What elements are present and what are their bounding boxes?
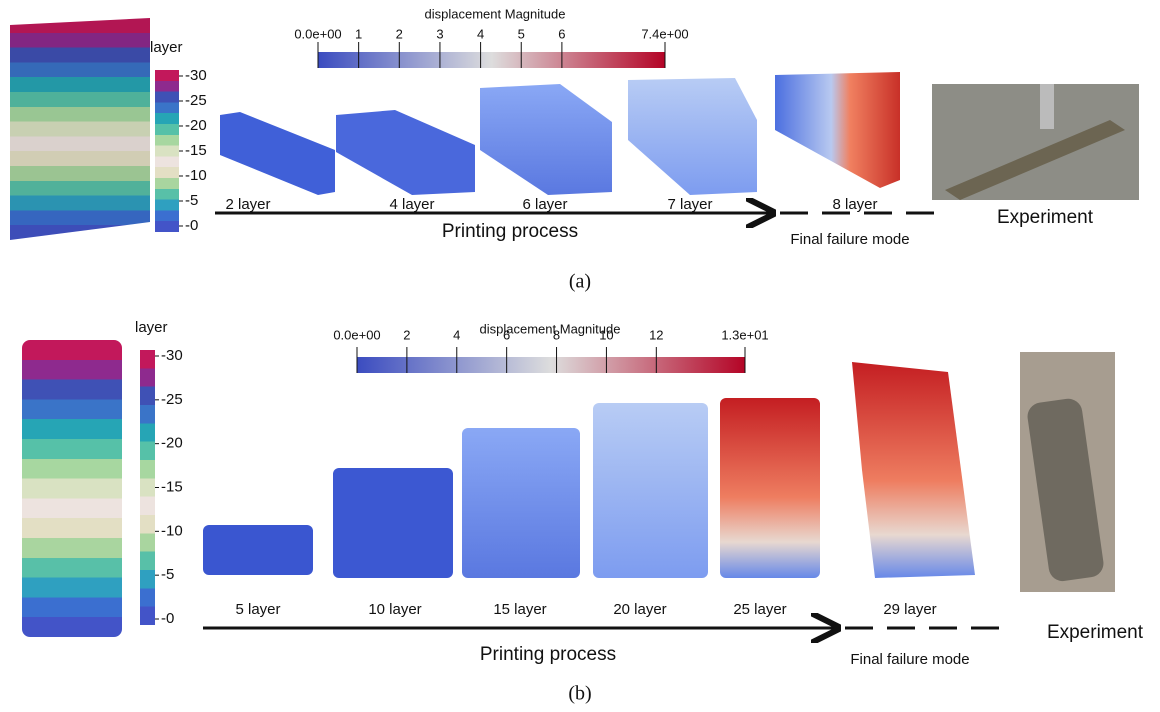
figure: layer-30-25-20-15-10-5-0displacement Mag…: [0, 0, 1160, 712]
failure-label: Final failure mode: [850, 651, 969, 668]
displacement-tick-label: 2: [396, 26, 403, 41]
specimen: [336, 110, 475, 195]
layer-tick-label: -5: [185, 192, 198, 209]
stage-label: 29 layer: [883, 601, 936, 618]
displacement-tick-label: 4: [477, 26, 484, 41]
process-label: Printing process: [442, 221, 578, 242]
layered-column: [22, 340, 122, 637]
layer-tick-label: -15: [185, 142, 207, 159]
layer-tick-label: -0: [185, 217, 198, 234]
layer-colorbar: [155, 70, 179, 232]
layer-tick-label: -15: [161, 478, 183, 495]
displacement-colorbar: [318, 52, 665, 68]
layer-tick-label: -0: [161, 610, 174, 627]
experiment-label: Experiment: [997, 207, 1094, 228]
specimen: [480, 84, 612, 195]
experiment-label: Experiment: [1047, 622, 1144, 643]
layer-tick-label: -10: [161, 522, 183, 539]
stage-label: 15 layer: [493, 601, 546, 618]
displacement-tick-label: 6: [558, 26, 565, 41]
specimen: [462, 428, 580, 578]
stage-label: 6 layer: [522, 196, 567, 213]
layer-tick-label: -30: [185, 67, 207, 84]
layer-tick-label: -10: [185, 167, 207, 184]
layer-tick-label: -30: [161, 347, 183, 364]
panel-caption: (b): [568, 683, 591, 705]
process-label: Printing process: [480, 644, 616, 665]
stage-label: 7 layer: [667, 196, 712, 213]
stage-label: 4 layer: [389, 196, 434, 213]
specimen: [720, 398, 820, 578]
displacement-tick-label: 0.0e+00: [333, 327, 380, 342]
displacement-tick-label: 8: [553, 327, 560, 342]
displacement-tick-label: 10: [599, 327, 613, 342]
layer-title: layer: [150, 39, 183, 56]
displacement-tick-label: 6: [503, 327, 510, 342]
specimen: [220, 112, 335, 195]
displacement-tick-label: 7.4e+00: [641, 26, 688, 41]
layer-tick-label: -5: [161, 566, 174, 583]
specimen: [775, 72, 900, 188]
displacement-tick-label: 3: [436, 26, 443, 41]
stage-label: 2 layer: [225, 196, 270, 213]
specimen: [593, 403, 708, 578]
displacement-tick-label: 0.0e+00: [294, 26, 341, 41]
layer-tick-label: -20: [185, 117, 207, 134]
layer-tick-label: -25: [161, 391, 183, 408]
stage-label: 8 layer: [832, 196, 877, 213]
panel-caption: (a): [569, 271, 591, 293]
specimen: [203, 525, 313, 575]
stage-label: 10 layer: [368, 601, 421, 618]
displacement-tick-label: 12: [649, 327, 663, 342]
displacement-tick-label: 2: [403, 327, 410, 342]
stage-label: 5 layer: [235, 601, 280, 618]
displacement-tick-label: 1: [355, 26, 362, 41]
stage-label: 25 layer: [733, 601, 786, 618]
stage-label: 20 layer: [613, 601, 666, 618]
layer-title: layer: [135, 319, 168, 336]
displacement-tick-label: 4: [453, 327, 460, 342]
displacement-tick-label: 5: [518, 26, 525, 41]
layer-colorbar: [140, 350, 155, 625]
displacement-colorbar: [357, 357, 745, 373]
nozzle: [1040, 84, 1054, 129]
failure-label: Final failure mode: [790, 231, 909, 248]
specimen: [333, 468, 453, 578]
specimen: [852, 362, 975, 578]
layer-tick-label: -25: [185, 92, 207, 109]
layered-block-side: [10, 18, 150, 240]
displacement-tick-label: 1.3e+01: [721, 327, 768, 342]
displacement-title: displacement Magnitude: [425, 6, 566, 21]
specimen: [628, 78, 757, 195]
layer-tick-label: -20: [161, 435, 183, 452]
